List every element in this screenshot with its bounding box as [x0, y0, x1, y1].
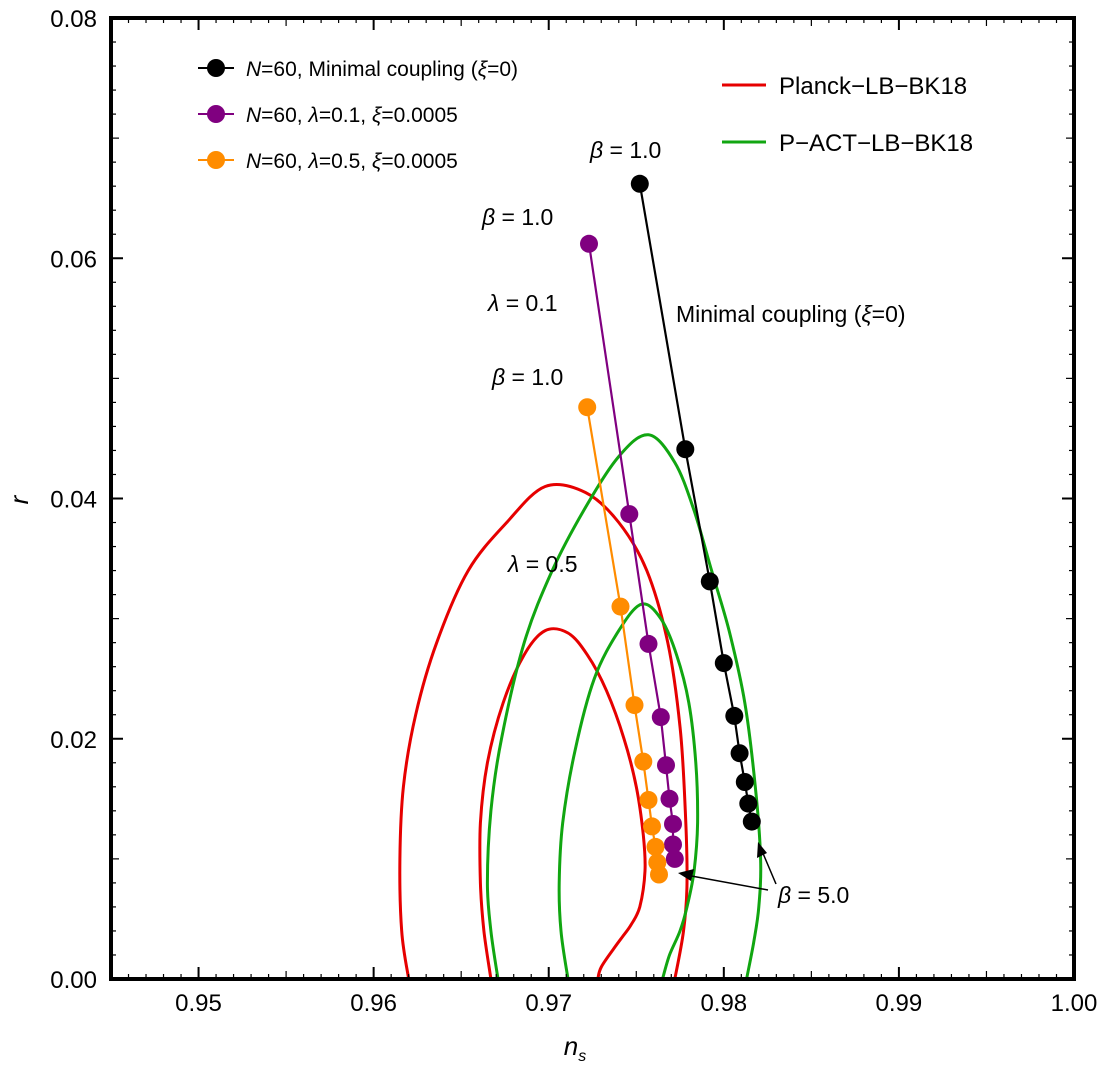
y-axis-label: r: [4, 494, 34, 504]
legend-label-pact: P−ACT−LB−BK18: [779, 130, 973, 157]
x-tick-label: 1.00: [1051, 990, 1098, 1017]
y-tick-label: 0.06: [50, 246, 97, 273]
contour-p-act-lb-bk18-inner: [557, 602, 700, 980]
annotation-beta-purple: β = 1.0: [481, 204, 553, 230]
legend-item-black: N=60, Minimal coupling (ξ=0): [198, 58, 518, 81]
series-line-black: [638, 183, 753, 822]
x-tick-label: 0.99: [876, 990, 923, 1017]
point-purple-6: [664, 815, 682, 833]
point-black-5: [730, 744, 749, 763]
legend-item-purple: N=60, λ=0.1, ξ=0.0005: [198, 104, 458, 127]
legend-label-purple: N=60, λ=0.1, ξ=0.0005: [246, 104, 458, 127]
contour-p-act-lb-bk18: [485, 433, 763, 980]
point-purple-1: [620, 505, 639, 524]
arrow-line-black-end: [761, 850, 777, 885]
point-purple-5: [660, 789, 679, 808]
annotation-beta-orange: β = 1.0: [491, 364, 563, 390]
point-purple-0: [580, 234, 598, 253]
point-black-2: [700, 572, 719, 591]
contour-planck-lb-bk18-inner: [478, 627, 647, 980]
x-tick-label: 0.98: [700, 990, 747, 1017]
y-tick-label: 0.00: [50, 967, 97, 994]
legend-label-planck: Planck−LB−BK18: [779, 73, 967, 100]
legend-label-orange: N=60, λ=0.5, ξ=0.0005: [246, 150, 458, 173]
y-tick-label: 0.04: [50, 487, 97, 514]
point-orange-5: [643, 817, 661, 836]
legend-label-black: N=60, Minimal coupling (ξ=0): [246, 58, 518, 81]
point-purple-4: [657, 756, 675, 775]
legend-marker-black: [207, 59, 225, 77]
legend-series: N=60, Minimal coupling (ξ=0) N=60, λ=0.1…: [198, 58, 518, 173]
y-tick-labels: 0.00 0.02 0.04 0.06 0.08: [50, 6, 97, 994]
point-purple-7: [664, 835, 682, 854]
point-orange-1: [611, 597, 630, 616]
x-axis-label: ns: [564, 1031, 586, 1065]
y-tick-label: 0.08: [50, 6, 97, 33]
point-orange-4: [639, 791, 658, 809]
point-orange-0: [578, 398, 597, 417]
legend-contours: Planck−LB−BK18 P−ACT−LB−BK18: [722, 73, 973, 157]
point-orange-2: [625, 696, 644, 715]
axis-ticks: [110, 17, 1075, 980]
point-black-8: [742, 812, 761, 831]
legend-marker-purple: [207, 105, 225, 123]
legend-item-orange: N=60, λ=0.5, ξ=0.0005: [198, 150, 458, 173]
point-black-0: [630, 174, 649, 193]
annotations: β = 1.0 β = 1.0 λ = 0.1 β = 1.0 λ = 0.5 …: [481, 137, 906, 908]
x-tick-labels: 0.95 0.96 0.97 0.98 0.99 1.00: [175, 990, 1097, 1017]
annotation-minimal-coupling: Minimal coupling (ξ=0): [676, 301, 906, 327]
point-purple-3: [651, 708, 670, 727]
point-black-6: [735, 773, 754, 791]
contour-planck-lb-bk18: [398, 482, 689, 980]
y-tick-label: 0.02: [50, 727, 97, 754]
point-purple-2: [639, 634, 658, 653]
confidence-contours: [398, 433, 763, 980]
x-tick-label: 0.95: [175, 990, 222, 1017]
point-black-4: [725, 706, 744, 725]
point-orange-3: [634, 752, 653, 771]
x-tick-label: 0.97: [525, 990, 572, 1017]
point-black-7: [739, 794, 758, 813]
point-black-3: [714, 654, 733, 673]
arrow-line-orange-end: [685, 874, 769, 891]
annotation-lambda-01: λ = 0.1: [486, 290, 558, 316]
point-orange-8: [650, 865, 668, 884]
legend-marker-orange: [207, 151, 225, 169]
point-orange-6: [646, 837, 665, 856]
annotation-beta-black: β = 1.0: [589, 137, 661, 163]
series-points: [578, 174, 761, 884]
arrow-head-black-end: [757, 842, 767, 858]
annotation-lambda-05: λ = 0.5: [506, 551, 578, 577]
point-purple-8: [665, 849, 684, 868]
x-tick-label: 0.96: [350, 990, 397, 1017]
arrow-head-orange-end: [678, 869, 694, 881]
annotation-beta-end: β = 5.0: [777, 882, 849, 908]
point-black-1: [676, 440, 695, 459]
